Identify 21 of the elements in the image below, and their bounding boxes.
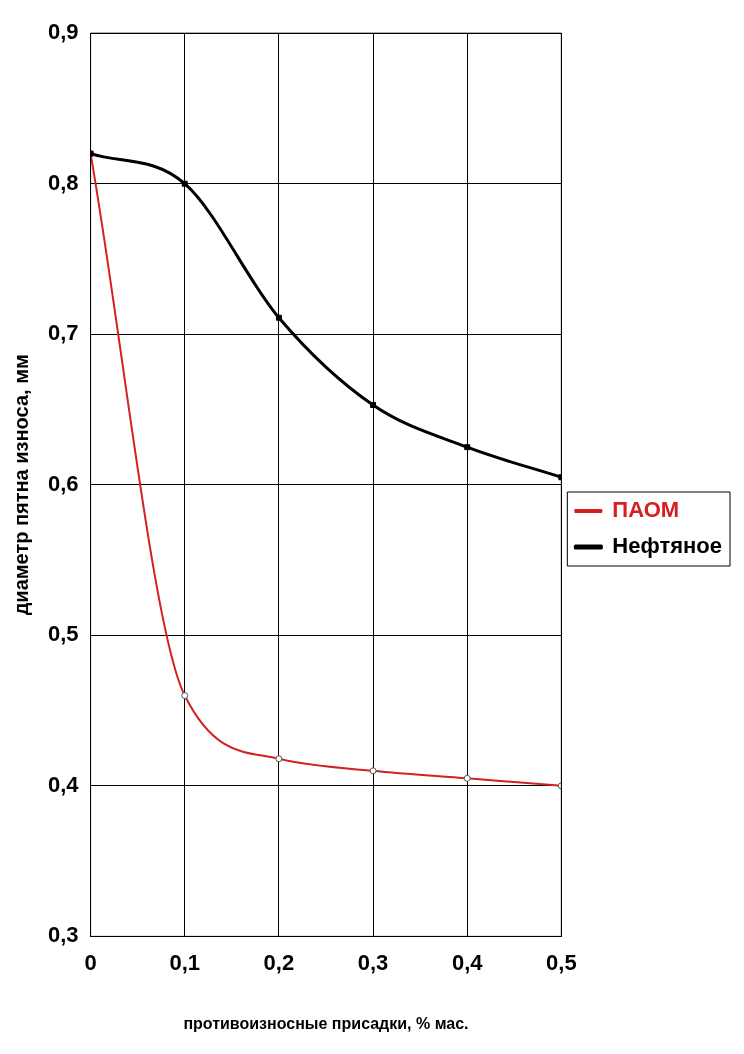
y-tick-label: 0,8 [47,169,79,195]
x-tick-label: 0 [84,949,97,975]
y-axis-title: диаметр пятна износа, мм [9,354,32,616]
x-tick-label: 0,5 [546,949,577,975]
y-tick-label: 0,4 [47,771,80,797]
point [181,180,188,187]
x-axis-title: противоизносные присадки, % мас. [183,1014,469,1032]
x-tick-label: 0,3 [357,949,389,975]
y-tick-label: 0,7 [47,320,79,346]
point [370,402,377,408]
x-tick-label: 0,4 [451,949,484,975]
legend-label: Нефтяное [612,533,722,559]
y-tick-label: 0,6 [47,470,79,496]
x-tick-label: 0,2 [263,949,295,975]
y-tick-label: 0,3 [47,922,79,948]
y-tick-label: 0,9 [47,19,79,45]
legend-label: ПАОМ [612,497,680,523]
y-tick-label: 0,5 [47,621,79,647]
point [275,314,282,321]
x-tick-label: 0,1 [169,949,201,975]
point [464,444,471,451]
